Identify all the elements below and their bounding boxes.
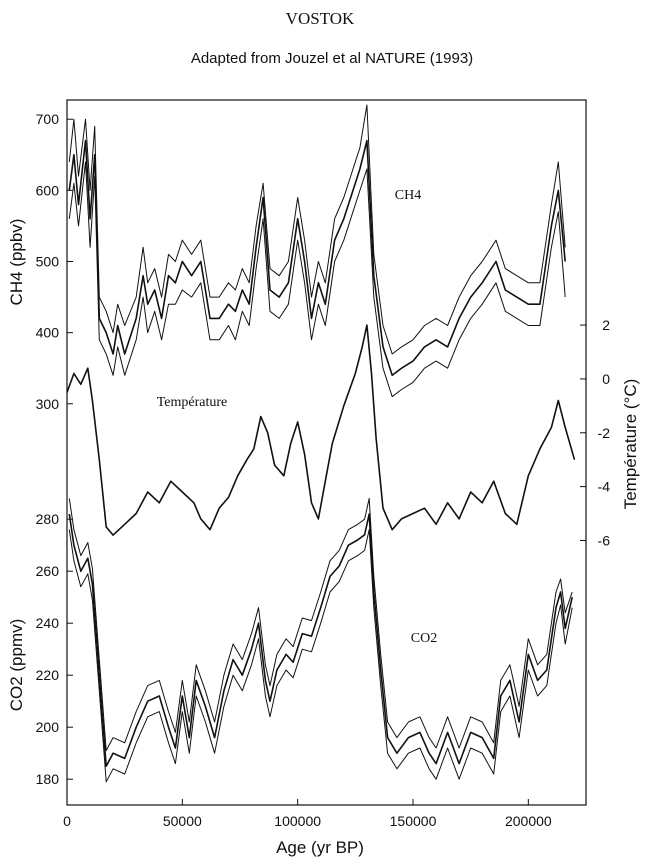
y-tick-label: 0 (602, 371, 610, 387)
plot-frame (66, 99, 587, 806)
x-tick-label: 100000 (274, 813, 321, 829)
chart-marks: 300 400 500 600 700 CH4 (ppbv) CH4 -6 -4 -2 0 2 Temp… (7, 104, 640, 857)
series-line-2-1 (66, 324, 576, 536)
x-tick-label: 150000 (390, 813, 437, 829)
y-tick-label: 280 (36, 511, 60, 527)
series-label: CH4 (395, 188, 421, 203)
y-tick-label: -2 (598, 425, 611, 441)
y-tick-label: 260 (36, 563, 60, 579)
x-tick-label: 0 (63, 813, 71, 829)
y-tick-label: 2 (602, 317, 610, 333)
x-tick-label: 50000 (163, 813, 202, 829)
y-tick-label: -4 (598, 479, 611, 495)
series-line-3-3 (68, 529, 573, 783)
series-line-3-2 (68, 497, 573, 752)
series-label: CO2 (411, 631, 437, 646)
y-tick-label: 300 (36, 396, 60, 412)
series-line-3-1 (68, 513, 573, 767)
chart-title: VOSTOK (286, 9, 355, 28)
y-tick-label: 220 (36, 667, 60, 683)
series-line-1-1 (68, 139, 566, 377)
y-axis-label: CH4 (ppbv) (7, 219, 26, 306)
y-tick-label: 500 (36, 254, 60, 270)
y-tick-label: 600 (36, 182, 60, 198)
y-tick-label: -6 (598, 532, 611, 548)
chart-subtitle: Adapted from Jouzel et al NATURE (1993) (191, 50, 473, 67)
y-tick-label: 200 (36, 719, 60, 735)
x-tick-label: 200000 (505, 813, 552, 829)
series-line-1-3 (68, 161, 566, 398)
series-line-1-2 (68, 104, 566, 355)
y-axis-label: CO2 (ppmv) (7, 619, 26, 712)
y-tick-label: 240 (36, 615, 60, 631)
y-axis-label: Température (°C) (621, 379, 640, 510)
y-tick-label: 180 (36, 771, 60, 787)
series-label: Température (157, 395, 228, 410)
y-tick-label: 700 (36, 111, 60, 127)
x-axis-label: Age (yr BP) (276, 838, 364, 857)
y-tick-label: 400 (36, 325, 60, 341)
